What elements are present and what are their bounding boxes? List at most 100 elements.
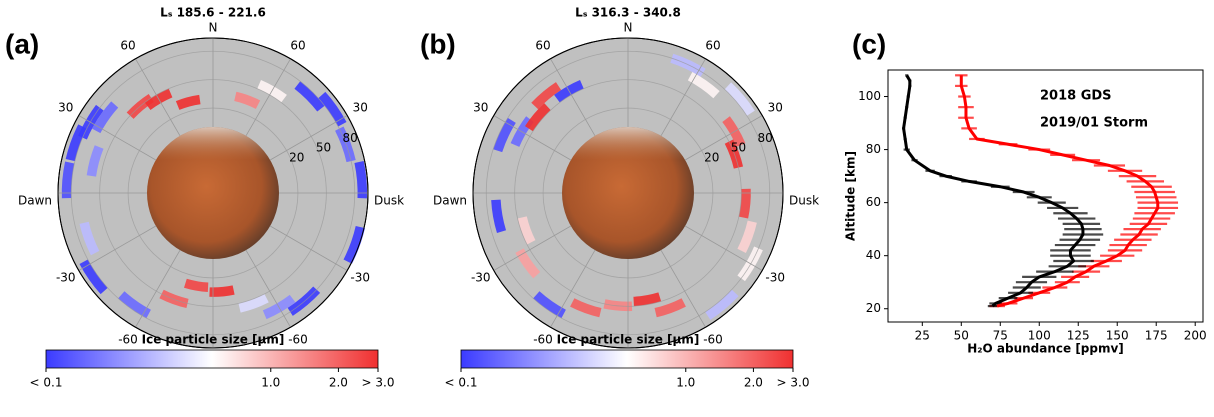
spoke xyxy=(78,115,157,161)
left-label: Dawn xyxy=(18,194,52,208)
spoke xyxy=(550,249,596,328)
legend-label: 2018 GDS xyxy=(1040,89,1112,104)
colorbar-tick-label: 1.0 xyxy=(676,376,695,390)
ice-patch xyxy=(118,291,151,319)
ice-patch xyxy=(525,103,551,132)
theta-tick-label: -30 xyxy=(350,271,370,285)
y-tick-label: 40 xyxy=(866,248,881,262)
x-tick-label: 25 xyxy=(915,329,930,343)
ice-patch xyxy=(159,289,189,309)
ice-patch xyxy=(738,188,751,219)
ice-patch xyxy=(65,124,87,162)
spoke xyxy=(269,115,348,161)
polar-frame xyxy=(472,37,784,349)
x-tick-label: 125 xyxy=(1067,329,1090,343)
legend-label: 2019/01 Storm xyxy=(1040,116,1148,131)
r-tick-label: 20 xyxy=(289,150,304,164)
ice-patch xyxy=(343,225,365,264)
spoke xyxy=(550,58,596,137)
chart-title: Lₛ 316.3 - 340.8 xyxy=(575,6,681,20)
ice-patch xyxy=(354,160,368,199)
chart-title: Lₛ 185.6 - 221.6 xyxy=(160,6,266,20)
ice-patch xyxy=(531,82,562,110)
theta-tick-label: -30 xyxy=(765,271,785,285)
r-tick-label: 50 xyxy=(731,141,746,155)
ice-patch xyxy=(705,289,739,320)
ice-patch xyxy=(603,299,633,312)
colorbar-tick-label: < 0.1 xyxy=(30,376,63,390)
spoke xyxy=(660,249,706,328)
ice-patch xyxy=(517,216,536,245)
colorbar-label: Ice particle size [μm] xyxy=(557,333,700,347)
ice-patch xyxy=(86,145,104,177)
mars-cap xyxy=(562,127,694,259)
y-tick-label: 100 xyxy=(858,89,881,103)
r-tick-label: 80 xyxy=(343,131,358,145)
ice-patch xyxy=(491,199,507,234)
ice-patch xyxy=(79,259,108,295)
ice-patch xyxy=(92,101,119,134)
left-label: Dawn xyxy=(433,194,467,208)
theta-tick-label: 60 xyxy=(705,38,720,52)
ice-patch xyxy=(294,81,325,112)
colorbar-tick-label: 2.0 xyxy=(744,376,763,390)
spoke xyxy=(684,225,763,271)
ice-patch xyxy=(570,298,602,318)
x-tick-label: 175 xyxy=(1145,329,1168,343)
ice-patch xyxy=(238,293,269,313)
theta-tick-label: -60 xyxy=(118,333,138,347)
ice-patch xyxy=(654,298,686,318)
ice-patch xyxy=(724,139,744,169)
spoke xyxy=(684,115,763,161)
r-tick-label: 50 xyxy=(316,141,331,155)
x-axis-label: H₂O abundance [ppmv] xyxy=(967,342,1124,356)
colorbar-tick-label: 2.0 xyxy=(329,376,348,390)
y-tick-label: 20 xyxy=(866,301,881,315)
y-tick-label: 60 xyxy=(866,195,881,209)
ice-patch xyxy=(209,285,235,297)
spoke xyxy=(245,58,291,137)
right-label: Dusk xyxy=(789,194,819,208)
x-tick-label: 150 xyxy=(1106,329,1129,343)
ice-patch xyxy=(633,292,662,307)
north-label: N xyxy=(624,21,633,35)
ice-patch xyxy=(737,220,757,254)
panel-label: (a) xyxy=(5,28,39,59)
ice-patch xyxy=(533,291,566,319)
theta-tick-label: -60 xyxy=(288,333,308,347)
spoke xyxy=(245,249,291,328)
spoke xyxy=(135,58,181,137)
profile-line xyxy=(902,74,1085,308)
spoke xyxy=(135,249,181,328)
profile-line xyxy=(959,75,1160,308)
r-tick-label: 80 xyxy=(758,131,773,145)
colorbar xyxy=(460,349,794,369)
y-tick-label: 80 xyxy=(866,142,881,156)
theta-tick-label: -30 xyxy=(56,271,76,285)
colorbar-label: Ice particle size [μm] xyxy=(142,333,285,347)
x-tick-label: 50 xyxy=(954,329,969,343)
x-tick-label: 200 xyxy=(1184,329,1207,343)
theta-tick-label: -30 xyxy=(471,271,491,285)
ice-patch xyxy=(687,72,720,99)
ice-patch xyxy=(670,53,706,77)
x-tick-label: 75 xyxy=(993,329,1008,343)
r-tick-label: 20 xyxy=(704,150,719,164)
theta-tick-label: -60 xyxy=(533,333,553,347)
spoke xyxy=(493,225,572,271)
ice-patch xyxy=(493,117,516,153)
ice-patch xyxy=(184,278,209,293)
spoke xyxy=(78,225,157,271)
panel-label: (c) xyxy=(852,28,886,59)
x-tick-label: 100 xyxy=(1028,329,1051,343)
theta-tick-label: 30 xyxy=(473,101,488,115)
theta-tick-label: 30 xyxy=(58,101,73,115)
ice-patch xyxy=(175,94,201,110)
theta-tick-label: -60 xyxy=(703,333,723,347)
theta-tick-label: 30 xyxy=(353,101,368,115)
colorbar-tick-label: 1.0 xyxy=(261,376,280,390)
spoke xyxy=(493,115,572,161)
plot-frame xyxy=(887,69,1204,323)
theta-tick-label: 60 xyxy=(120,38,135,52)
panel-label: (b) xyxy=(420,28,456,59)
